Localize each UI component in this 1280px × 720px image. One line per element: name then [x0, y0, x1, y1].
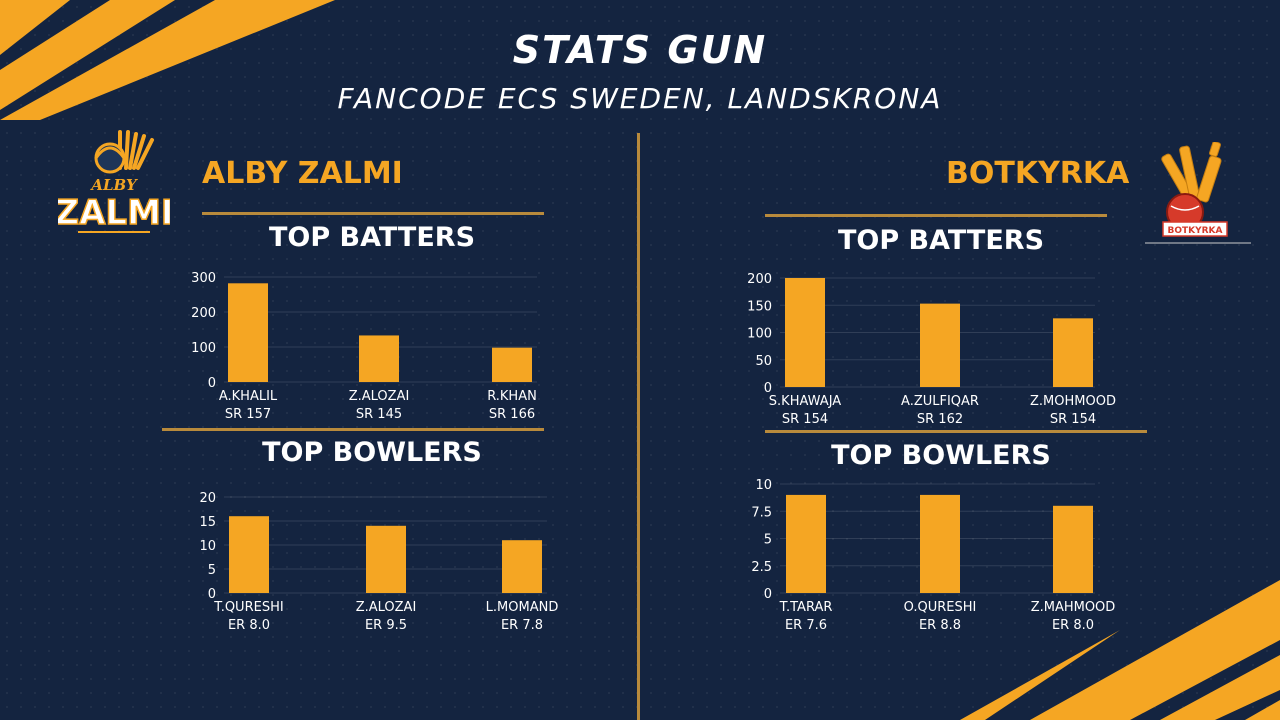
x-tick-label: A.ZULFIQAR	[901, 394, 979, 409]
section-title-right-batters: TOP BATTERS	[837, 225, 1045, 256]
x-tick-label: Z.MOHMOOD	[1030, 394, 1116, 409]
y-tick-label: 20	[199, 491, 216, 506]
x-sublabel: SR 145	[356, 407, 402, 422]
svg-text:ALBY: ALBY	[89, 176, 138, 194]
y-tick-label: 0	[208, 376, 216, 391]
section-title-left-bowlers: TOP BOWLERS	[262, 437, 482, 468]
x-tick-label: Z.ALOZAI	[356, 600, 417, 615]
x-tick-label: S.KHAWAJA	[769, 394, 842, 409]
x-sublabel: ER 8.8	[919, 618, 961, 633]
y-tick-label: 100	[191, 341, 216, 356]
y-tick-label: 2.5	[751, 560, 772, 575]
y-tick-label: 200	[747, 272, 772, 287]
bar	[492, 347, 532, 382]
chart-left-batters: 0 100 200 300 A.KHALIL SR 157 Z.ALOZAI SR 145 R.…	[191, 271, 537, 422]
y-tick-label: 0	[764, 587, 772, 602]
x-tick-label: A.KHALIL	[219, 389, 278, 404]
bar	[1053, 318, 1093, 387]
svg-text:ZALMI: ZALMI	[58, 193, 170, 233]
section-title-left-batters: TOP BATTERS	[268, 222, 476, 253]
bar	[228, 283, 268, 382]
bar	[229, 516, 269, 593]
bar	[785, 278, 825, 387]
team-name-right: BOTKYRKA	[946, 156, 1130, 191]
chart-left-bowlers: 0 5 10 15 20 T.QURESHI ER 8.0 Z.ALOZAI ER 9.5 L.M…	[199, 491, 559, 633]
section-title-right-bowlers: TOP BOWLERS	[831, 440, 1051, 471]
x-tick-label: T.QURESHI	[213, 600, 283, 615]
bar	[359, 335, 399, 382]
x-sublabel: ER 7.6	[785, 618, 827, 633]
stripe-bottom-right-1	[1030, 580, 1280, 720]
x-sublabel: SR 154	[782, 412, 828, 427]
x-sublabel: SR 162	[917, 412, 963, 427]
page-subtitle: FANCODE ECS SWEDEN, LANDSKRONA	[337, 82, 943, 115]
y-tick-label: 5	[764, 533, 772, 548]
stripe-top-left-4	[0, 0, 45, 48]
stripe-top-left-2	[0, 0, 175, 110]
stripe-top-left-3	[0, 0, 335, 120]
y-tick-label: 0	[764, 381, 772, 396]
y-tick-label: 10	[755, 478, 772, 493]
center-divider	[637, 133, 640, 720]
bar	[502, 540, 542, 593]
bar	[786, 494, 826, 593]
stripe-bottom-right-3	[1245, 700, 1280, 720]
x-sublabel: ER 8.0	[228, 618, 270, 633]
x-sublabel: SR 154	[1050, 412, 1096, 427]
page-title: STATS GUN	[512, 28, 768, 72]
x-tick-label: R.KHAN	[487, 389, 537, 404]
svg-text:BOTKYRKA: BOTKYRKA	[1167, 226, 1222, 236]
y-tick-label: 100	[747, 327, 772, 342]
alby-zalmi-logo: ALBY ZALMI	[58, 130, 170, 234]
x-sublabel: SR 157	[225, 407, 271, 422]
team-name-left: ALBY ZALMI	[202, 156, 403, 191]
stripe-bottom-right-2	[1160, 655, 1280, 720]
y-tick-label: 15	[199, 515, 216, 530]
y-tick-label: 7.5	[751, 505, 772, 520]
x-tick-label: O.QURESHI	[904, 600, 977, 615]
section-divider-right	[765, 430, 1147, 433]
y-tick-label: 50	[755, 354, 772, 369]
y-tick-label: 200	[191, 306, 216, 321]
x-tick-label: T.TARAR	[779, 600, 833, 615]
x-sublabel: ER 7.8	[501, 618, 543, 633]
x-sublabel: ER 9.5	[365, 618, 407, 633]
team-underline-left	[202, 212, 544, 215]
x-tick-label: L.MOMAND	[486, 600, 559, 615]
section-divider-left	[162, 428, 544, 431]
botkyrka-logo: BOTKYRKA	[1145, 142, 1251, 244]
x-tick-label: Z.ALOZAI	[349, 389, 410, 404]
chart-right-bowlers: 0 2.5 5 7.5 10 T.TARAR ER 7.6 O.QURESHI ER 8.8 Z.…	[751, 478, 1116, 633]
y-tick-label: 10	[199, 539, 216, 554]
bar	[920, 303, 960, 387]
bar	[920, 494, 960, 593]
y-tick-label: 300	[191, 271, 216, 286]
x-tick-label: Z.MAHMOOD	[1031, 600, 1116, 615]
bar	[366, 525, 406, 593]
team-underline-right	[765, 214, 1107, 217]
x-sublabel: SR 166	[489, 407, 535, 422]
y-tick-label: 5	[208, 563, 216, 578]
x-sublabel: ER 8.0	[1052, 618, 1094, 633]
bar	[1053, 505, 1093, 593]
y-tick-label: 0	[208, 587, 216, 602]
chart-right-batters: 0 50 100 150 200 S.KHAWAJA SR 154 A.ZULFIQAR SR …	[747, 272, 1116, 427]
y-tick-label: 150	[747, 299, 772, 314]
